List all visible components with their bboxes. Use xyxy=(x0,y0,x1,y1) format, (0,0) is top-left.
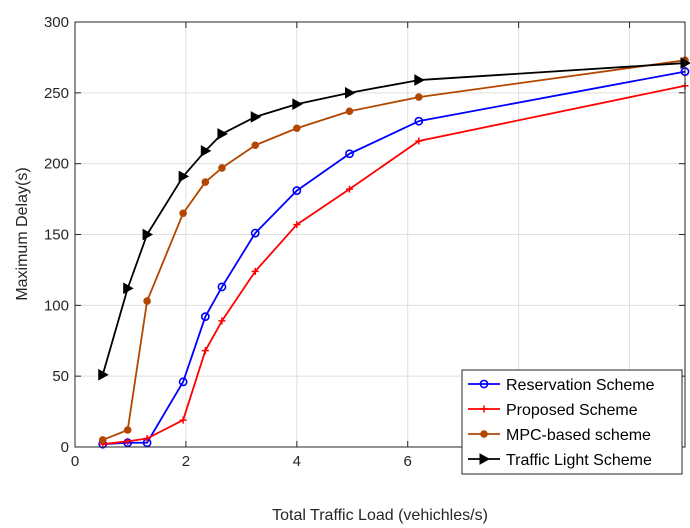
series-1 xyxy=(99,82,689,448)
legend-marker xyxy=(479,379,489,389)
data-point xyxy=(293,221,301,229)
legend-label: Traffic Light Scheme xyxy=(506,452,652,469)
legend-item: Proposed Scheme xyxy=(468,402,638,419)
data-point xyxy=(179,416,187,424)
data-point xyxy=(218,317,226,325)
data-point xyxy=(415,93,423,101)
data-point xyxy=(178,170,190,183)
series-line xyxy=(102,70,686,446)
data-point xyxy=(251,267,259,275)
data-point xyxy=(414,74,425,86)
legend-marker xyxy=(480,405,488,413)
series-layer xyxy=(98,56,690,449)
series-3 xyxy=(98,57,690,381)
data-point xyxy=(142,228,154,241)
data-point xyxy=(346,185,353,193)
data-point xyxy=(217,128,228,140)
data-point xyxy=(179,209,187,218)
data-point xyxy=(293,124,301,133)
data-point xyxy=(250,111,262,123)
data-point xyxy=(414,116,424,126)
legend-item: MPC-based scheme xyxy=(468,427,651,444)
x-tick-label: 4 xyxy=(293,453,301,470)
x-tick-label: 0 xyxy=(71,453,79,470)
y-tick-label: 0 xyxy=(61,439,69,456)
data-point xyxy=(124,437,132,445)
data-point xyxy=(345,149,354,159)
data-point xyxy=(292,98,303,111)
data-point xyxy=(98,436,107,444)
data-point xyxy=(201,178,210,186)
y-tick-label: 150 xyxy=(44,227,69,244)
legend-items: Reservation Scheme Proposed Scheme MPC-bas… xyxy=(468,377,655,469)
grid xyxy=(74,21,685,448)
data-point xyxy=(201,347,209,355)
data-point xyxy=(251,141,260,150)
legend-box xyxy=(461,369,683,475)
legend-marker xyxy=(479,453,491,465)
data-point xyxy=(292,186,302,195)
data-point xyxy=(200,145,212,157)
x-tick-label: 6 xyxy=(404,453,412,470)
y-tick-label: 200 xyxy=(44,156,69,173)
data-point xyxy=(178,377,188,387)
data-point xyxy=(143,435,151,442)
data-point xyxy=(218,164,226,172)
data-point xyxy=(217,282,227,292)
data-point xyxy=(98,368,109,381)
data-point xyxy=(415,137,423,145)
data-point xyxy=(143,297,151,305)
y-tick-label: 100 xyxy=(44,297,69,314)
legend-marker xyxy=(480,430,488,438)
data-point xyxy=(200,312,210,322)
data-point xyxy=(345,107,354,116)
data-point xyxy=(123,426,132,434)
legend: Reservation Scheme Proposed Scheme MPC-bas… xyxy=(461,369,683,475)
legend-label: MPC-based scheme xyxy=(506,427,651,444)
data-point xyxy=(123,282,134,295)
legend-item: Reservation Scheme xyxy=(468,377,655,394)
data-point xyxy=(250,228,260,238)
x-axis-title: Total Traffic Load (vehichles/s) xyxy=(272,507,488,524)
y-tick-label: 300 xyxy=(44,14,69,31)
legend-label: Proposed Scheme xyxy=(506,402,638,419)
legend-label: Reservation Scheme xyxy=(506,377,655,394)
y-tick-label: 250 xyxy=(44,85,69,102)
y-axis-title: Maximum Delay(s) xyxy=(14,167,31,300)
legend-item: Traffic Light Scheme xyxy=(468,452,652,469)
y-tick-label: 50 xyxy=(52,368,69,385)
series-2 xyxy=(98,56,689,444)
data-point xyxy=(345,86,356,99)
x-tick-label: 2 xyxy=(182,453,190,470)
